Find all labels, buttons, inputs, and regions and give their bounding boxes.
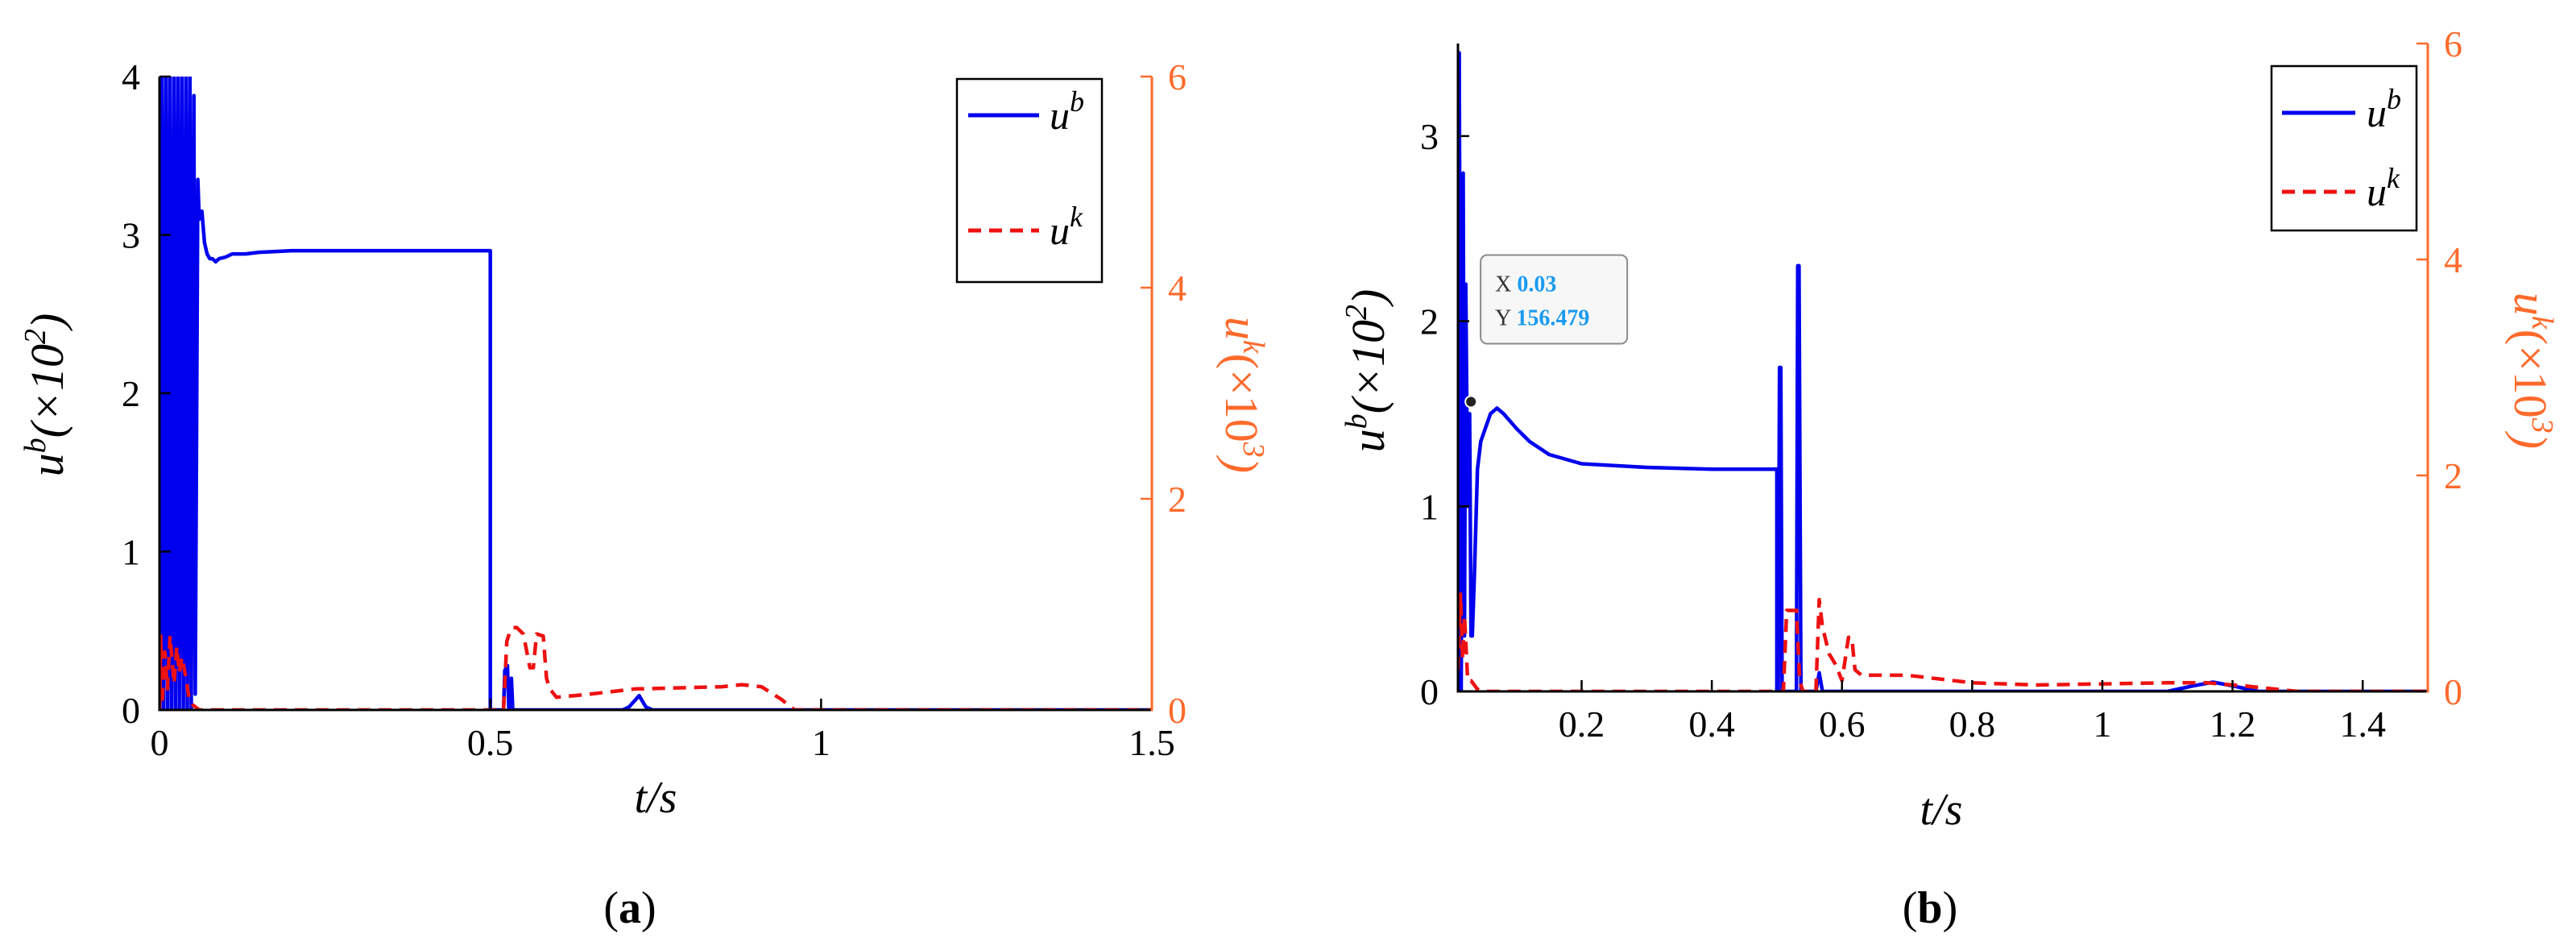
x-tick-label: 0.6 xyxy=(1819,704,1866,745)
y-tick-label-right: 0 xyxy=(1168,690,1187,731)
legend-box xyxy=(955,77,1104,284)
legend: ub uk xyxy=(955,77,1104,284)
data-tip[interactable]: X 0.03 Y 156.479 xyxy=(1464,254,1629,409)
legend-label-ub: ub xyxy=(1050,85,1084,138)
x-tick-label: 0 xyxy=(151,722,169,763)
series-line-uk xyxy=(159,625,1152,710)
y-tick-label-left: 2 xyxy=(122,373,140,414)
series-line-ub xyxy=(1458,51,2428,691)
x-tick-label: 1.4 xyxy=(2339,704,2386,745)
panel-caption: (b) xyxy=(1903,883,1957,933)
y-tick-label-left: 0 xyxy=(122,690,140,731)
x-tick-label: 0.4 xyxy=(1688,704,1735,745)
y-tick-label-left: 1 xyxy=(122,532,140,573)
data-tip-x: X 0.03 xyxy=(1495,272,1556,297)
x-tick-label: 1 xyxy=(2093,704,2111,745)
panel-caption: (a) xyxy=(603,883,656,933)
y-tick-label-left: 3 xyxy=(1420,116,1439,157)
y-tick-label-left: 0 xyxy=(1420,671,1439,712)
y-tick-label-right: 6 xyxy=(1168,56,1187,98)
series-line-uk xyxy=(1458,592,2428,691)
data-tip-marker[interactable] xyxy=(1464,395,1478,409)
legend: ub uk xyxy=(2270,64,2418,232)
chart-panel-b: 0 1 2 3 0 2 4 6 0.2 0.4 0.6 0.8 1 1.2 1.4 ub(×102) u… xyxy=(1340,23,2559,933)
y-tick-label-left: 1 xyxy=(1420,486,1439,527)
legend-box xyxy=(2270,64,2418,232)
x-axis-label: t/s xyxy=(1920,785,1963,835)
x-tick-label: 1.2 xyxy=(2209,704,2256,745)
y-tick-label-right: 0 xyxy=(2444,671,2462,712)
y-tick-label-left: 2 xyxy=(1420,301,1439,342)
x-axis-label: t/s xyxy=(635,773,677,823)
chart-panel-a: 0 1 2 3 4 0 2 4 6 0 0.5 1 1.5 ub(×102) uk(×103) t/… xyxy=(19,56,1270,933)
y-tick-label-right: 6 xyxy=(2444,23,2462,64)
series-line-ub xyxy=(159,77,1152,710)
x-tick-label: 0.2 xyxy=(1559,704,1605,745)
y-tick-label-right: 2 xyxy=(2444,455,2462,496)
y-tick-label-left: 4 xyxy=(122,56,140,98)
y-tick-label-left: 3 xyxy=(122,215,140,256)
x-tick-label: 0.8 xyxy=(1949,704,1996,745)
y-axis-right-label: uk(×103) xyxy=(1216,317,1270,473)
data-tip-y: Y 156.479 xyxy=(1495,306,1589,331)
legend-label-ub: ub xyxy=(2367,83,2401,135)
y-axis-left-label: ub(×102) xyxy=(1340,289,1394,453)
x-tick-label: 1 xyxy=(812,722,830,763)
legend-label-uk: uk xyxy=(1050,201,1083,253)
y-tick-label-right: 4 xyxy=(1168,268,1187,309)
y-axis-left-label: ub(×102) xyxy=(19,313,73,477)
y-tick-label-right: 4 xyxy=(2444,239,2462,280)
y-axis-right-label: uk(×103) xyxy=(2504,293,2559,449)
x-tick-label: 1.5 xyxy=(1129,722,1175,763)
x-tick-label: 0.5 xyxy=(467,722,514,763)
y-tick-label-right: 2 xyxy=(1168,479,1187,520)
data-tip-box xyxy=(1480,254,1629,345)
legend-label-uk: uk xyxy=(2367,162,2400,214)
